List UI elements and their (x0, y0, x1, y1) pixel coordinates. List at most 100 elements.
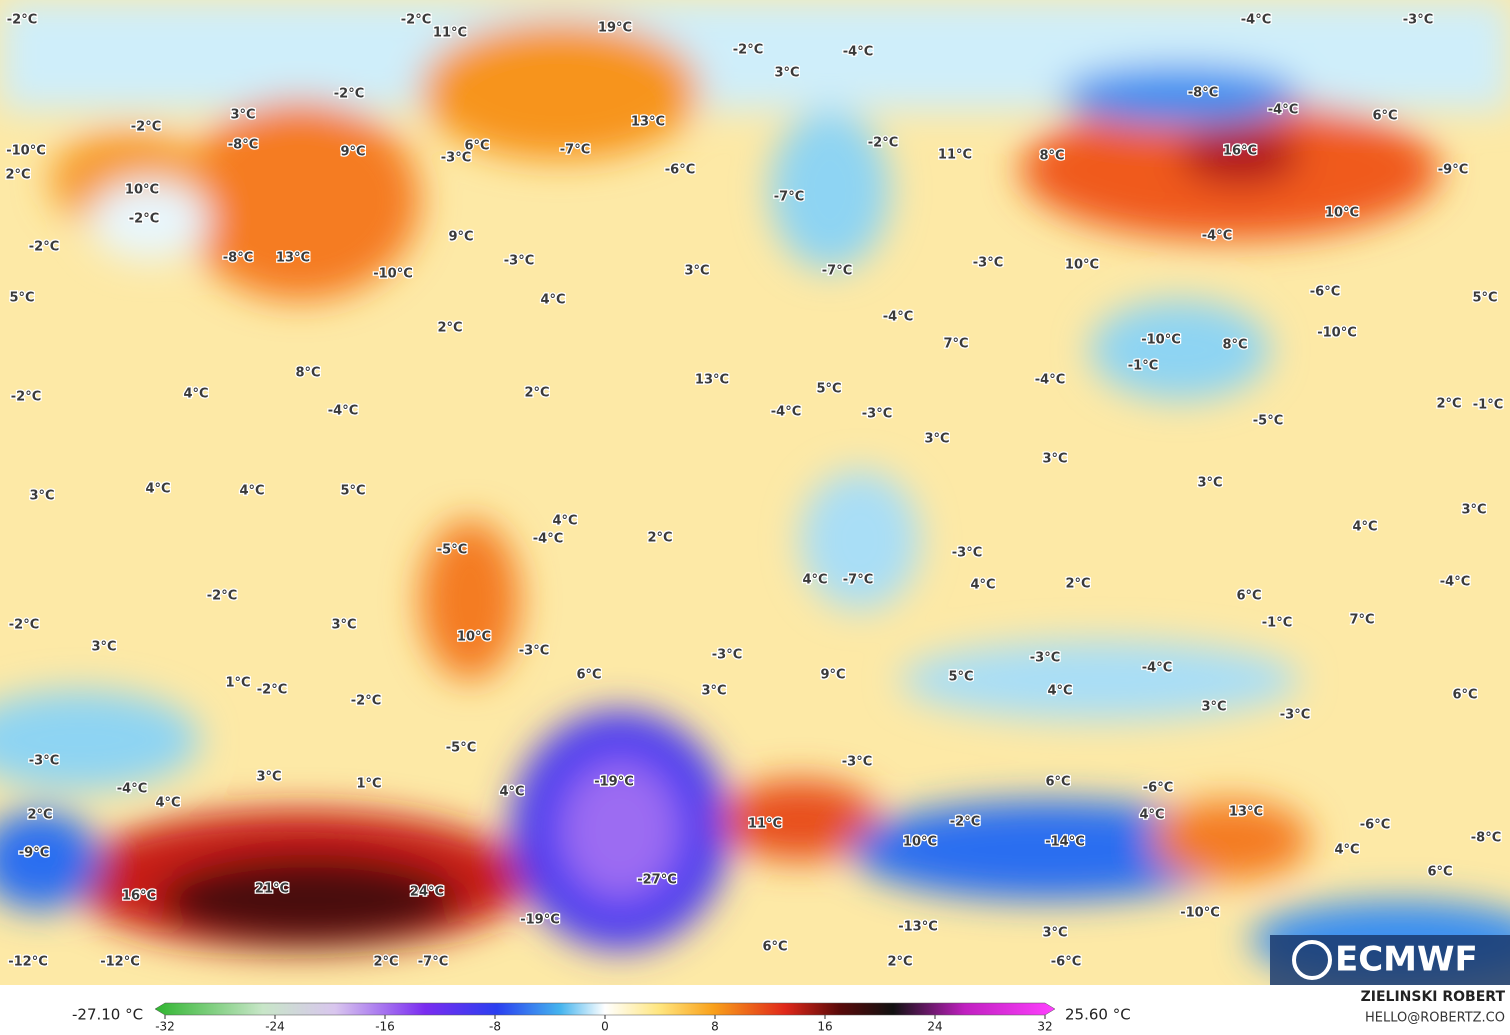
author: ZIELINSKI ROBERT (1361, 989, 1506, 1005)
temperature-label: 5°C (340, 484, 365, 499)
temperature-label: -10°C (1180, 906, 1220, 921)
temperature-label: 3°C (256, 770, 281, 785)
temperature-label: 11°C (748, 817, 782, 832)
temperature-label: -3°C (1403, 13, 1433, 28)
temperature-label: -19°C (520, 913, 560, 928)
temperature-label: 21°C (255, 882, 289, 897)
temperature-label: 4°C (145, 482, 170, 497)
temperature-label: -2°C (11, 390, 41, 405)
temperature-label: 6°C (576, 668, 601, 683)
temperature-label: 2°C (373, 955, 398, 970)
temperature-label: -2°C (207, 589, 237, 604)
temperature-label: 5°C (816, 382, 841, 397)
temperature-label: 3°C (684, 264, 709, 279)
temperature-label: -1°C (1262, 616, 1292, 631)
temperature-label: -3°C (952, 546, 982, 561)
temperature-label: -6°C (1051, 955, 1081, 970)
temperature-label: 6°C (1236, 589, 1261, 604)
temperature-label: 6°C (1045, 775, 1070, 790)
temperature-label: 3°C (774, 66, 799, 81)
temperature-label: 3°C (91, 640, 116, 655)
temperature-label: 4°C (239, 484, 264, 499)
temperature-label: 4°C (155, 796, 180, 811)
colorbar (154, 1002, 1056, 1016)
temperature-label: 1°C (356, 777, 381, 792)
temperature-label: 8°C (1222, 338, 1247, 353)
colorbar-tick-label: -16 (375, 1020, 395, 1034)
temperature-label: 4°C (1139, 808, 1164, 823)
temperature-label: 3°C (1042, 452, 1067, 467)
temperature-label: -4°C (1440, 575, 1470, 590)
temperature-label: -9°C (1438, 163, 1468, 178)
temperature-label: -2°C (131, 120, 161, 135)
temperature-label: 7°C (943, 337, 968, 352)
temperature-label: -3°C (973, 256, 1003, 271)
temperature-label: -2°C (29, 240, 59, 255)
temperature-label: -2°C (351, 694, 381, 709)
temperature-label: 2°C (887, 955, 912, 970)
temperature-label: 4°C (1047, 684, 1072, 699)
temperature-label: -19°C (594, 775, 634, 790)
colorbar-tick-label: 16 (817, 1020, 832, 1034)
temperature-label: -6°C (1360, 818, 1390, 833)
colorbar-tick-label: -32 (155, 1020, 175, 1034)
temperature-label: 8°C (295, 366, 320, 381)
temperature-label: 3°C (701, 684, 726, 699)
temperature-label: -2°C (868, 136, 898, 151)
temperature-label: 9°C (820, 668, 845, 683)
temperature-label: 3°C (924, 432, 949, 447)
temperature-label: 2°C (1436, 397, 1461, 412)
temperature-label: -2°C (129, 212, 159, 227)
temperature-label: -12°C (8, 955, 48, 970)
temperature-label: 16°C (1223, 144, 1257, 159)
temperature-label: -6°C (1310, 285, 1340, 300)
temperature-label: -3°C (504, 254, 534, 269)
temperature-label: 4°C (1334, 843, 1359, 858)
temperature-label: -3°C (712, 648, 742, 663)
temperature-label: -14°C (1045, 835, 1085, 850)
temperature-label: 3°C (1197, 476, 1222, 491)
temperature-label: 2°C (647, 531, 672, 546)
temperature-label: -2°C (401, 13, 431, 28)
temperature-label: -10°C (1141, 333, 1181, 348)
temperature-label: 24°C (410, 885, 444, 900)
temperature-label: -4°C (1202, 229, 1232, 244)
temperature-label: -4°C (883, 310, 913, 325)
temperature-label: 5°C (9, 291, 34, 306)
temperature-label: 5°C (1472, 291, 1497, 306)
temperature-label: -5°C (446, 741, 476, 756)
temperature-label: 8°C (1039, 149, 1064, 164)
temperature-label: -10°C (373, 267, 413, 282)
temperature-label: -2°C (334, 87, 364, 102)
temperature-label: -9°C (19, 846, 49, 861)
temperature-label: -4°C (1142, 661, 1172, 676)
logo-box: ECMWF (1270, 935, 1510, 985)
temperature-label: 1°C (225, 676, 250, 691)
temperature-label: 3°C (331, 618, 356, 633)
temperature-label: 10°C (1325, 206, 1359, 221)
temperature-label: 2°C (5, 168, 30, 183)
contact: HELLO@ROBERTZ.CO (1365, 1011, 1505, 1026)
temperature-label: 2°C (437, 321, 462, 336)
temperature-label: -2°C (257, 683, 287, 698)
map-field (0, 0, 1510, 985)
colorbar-tick-label: -8 (489, 1020, 501, 1034)
temperature-label: 6°C (1427, 865, 1452, 880)
temperature-label: -6°C (1143, 781, 1173, 796)
temperature-label: -8°C (228, 138, 258, 153)
temperature-label: 13°C (276, 251, 310, 266)
temperature-label: -5°C (1253, 414, 1283, 429)
colorbar-tick-label: -24 (265, 1020, 285, 1034)
temperature-label: 3°C (1201, 700, 1226, 715)
temperature-label: -4°C (1241, 13, 1271, 28)
temperature-label: 2°C (27, 808, 52, 823)
temperature-label: 10°C (1065, 258, 1099, 273)
temperature-label: 6°C (762, 940, 787, 955)
colorbar-tick-label: 8 (711, 1020, 719, 1034)
colorbar-tick-label: 24 (927, 1020, 942, 1034)
temperature-label: -6°C (665, 163, 695, 178)
temperature-label: -4°C (533, 532, 563, 547)
temperature-label: 4°C (552, 514, 577, 529)
temperature-label: 2°C (524, 386, 549, 401)
temperature-label: -2°C (9, 618, 39, 633)
